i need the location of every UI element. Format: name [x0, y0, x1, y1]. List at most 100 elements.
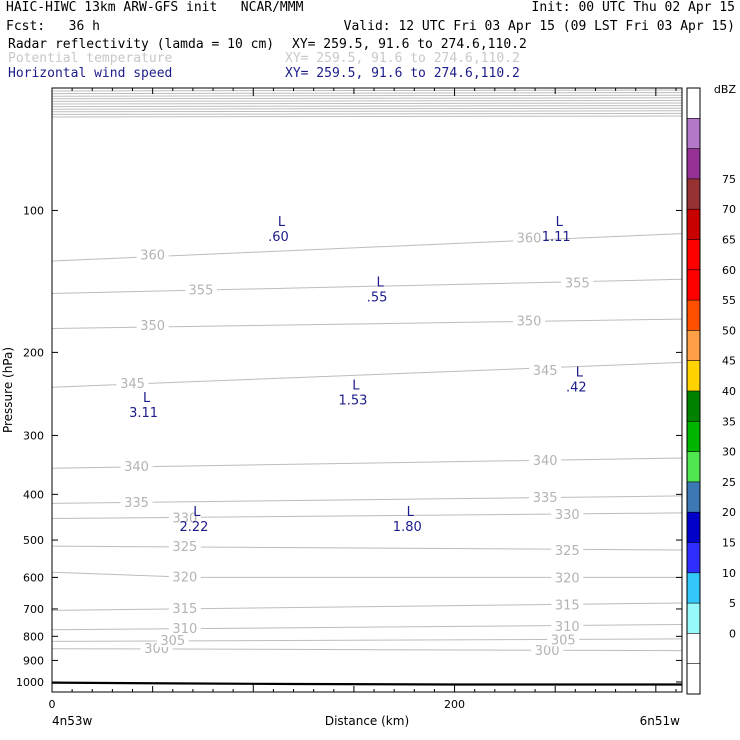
theta-label-bg [551, 596, 584, 612]
theta-label: 325 [555, 544, 580, 559]
terrain-line [51, 681, 682, 686]
colorbar-swatch [687, 542, 700, 574]
colorbar-swatch [687, 178, 700, 210]
wind-min-value: .60 [268, 230, 289, 245]
y-axis-label: Pressure (hPa) [1, 347, 15, 433]
colorbar-swatch [687, 209, 700, 240]
theta-label-bg [136, 246, 169, 262]
theta-label: 330 [172, 512, 197, 527]
theta-contour-405 [51, 110, 683, 113]
wind-min-marker: L [556, 215, 564, 230]
wind-min-value: .55 [367, 291, 388, 306]
colorbar-level-label: 70 [722, 203, 736, 216]
axes: 100 200 300 400 500 600 700 800 900 1000 0 200 [16, 88, 682, 711]
field-wind-xy: XY= 259.5, 91.6 to 274.6,110.2 [285, 66, 520, 81]
wind-min-value: 1.11 [542, 230, 571, 245]
theta-label-bg [551, 617, 584, 633]
colorbar-level-label: 10 [722, 567, 736, 580]
colorbar-swatch [687, 512, 700, 543]
theta-contour-335 [51, 495, 683, 504]
theta-contour-385 [51, 99, 683, 102]
plot-frame [51, 87, 683, 693]
colorbar-level-label: 15 [722, 537, 736, 550]
terrain [51, 681, 682, 686]
colorbar-swatch [687, 603, 700, 634]
theta-label-bg [168, 600, 201, 616]
theta-label: 305 [551, 633, 576, 648]
theta-contour-370 [51, 92, 683, 95]
theta-label: 355 [565, 276, 590, 291]
theta-label-bg [184, 281, 217, 297]
theta-contour-415 [51, 115, 683, 118]
wind-min-marker: L [352, 379, 360, 394]
valid-time: Valid: 12 UTC Fri 03 Apr 15 (09 LST Fri … [343, 19, 735, 34]
wind-min-marker: L [407, 505, 415, 520]
theta-label: 340 [533, 454, 558, 469]
theta-label: 350 [517, 314, 542, 329]
theta-label: 300 [535, 644, 560, 659]
colorbar-level-label: 45 [722, 355, 736, 368]
colorbar-level-label: 50 [722, 324, 736, 337]
theta-contour-340 [51, 457, 683, 469]
y-tick-label: 300 [23, 429, 44, 442]
theta-contour-400 [51, 107, 683, 110]
colorbar-level-label: 40 [722, 385, 736, 398]
y-tick-label: 500 [23, 534, 44, 547]
wind-min-value: .42 [566, 381, 587, 396]
theta-label: 320 [555, 571, 580, 586]
theta-label: 355 [189, 283, 214, 298]
theta-label-bg [529, 451, 562, 467]
theta-label: 345 [533, 364, 558, 379]
theta-contour-375 [51, 94, 683, 97]
right-endpoint-label: 6n51w [640, 714, 681, 728]
wind-min-marker: L [193, 505, 201, 520]
field-theta-name: Potential temperature [8, 51, 173, 66]
colorbar-swatch [687, 663, 700, 695]
theta-label-bg [136, 317, 169, 333]
colorbar-swatch [687, 88, 700, 119]
colorbar-swatch [687, 148, 700, 180]
theta-label-bg [551, 569, 584, 585]
wind-min-value: 1.80 [393, 520, 422, 535]
colorbar-level-label: 60 [722, 264, 736, 277]
colorbar-swatch [687, 300, 700, 331]
colorbar-level-label: 65 [722, 234, 736, 247]
colorbar-swatch [687, 360, 700, 392]
y-tick-label: 400 [23, 488, 44, 501]
field-theta-xy: XY= 259.5, 91.6 to 274.6,110.2 [285, 51, 520, 66]
theta-label: 310 [555, 620, 580, 635]
theta-label-bg [529, 362, 562, 378]
theta-label: 330 [555, 508, 580, 523]
colorbar-swatch [687, 239, 700, 271]
theta-label: 310 [172, 622, 197, 637]
colorbar-swatch [687, 481, 700, 513]
wind-min-value: 1.53 [338, 394, 367, 409]
theta-label-bg [529, 488, 562, 504]
theta-label: 320 [172, 571, 197, 586]
colorbar-level-label: 5 [729, 597, 736, 610]
theta-label-bg [551, 542, 584, 558]
theta-label: 325 [172, 540, 197, 555]
y-tick-label: 200 [23, 346, 44, 359]
left-endpoint-label: 4n53w [52, 714, 93, 728]
colorbar-swatch [687, 391, 700, 422]
theta-label: 305 [160, 634, 185, 649]
wind-min-marker: L [143, 391, 151, 406]
theta-label: 360 [140, 248, 165, 263]
colorbar-unit: dBZ [714, 83, 737, 96]
dbz-colorbar: 0 5 10 15 20 25 30 35 40 45 50 55 60 65 70 75 dBZ [686, 83, 737, 695]
colorbar-swatch [687, 572, 700, 604]
upper-theta-contours [51, 89, 683, 118]
x-tick-label: 0 [49, 698, 56, 711]
theta-label: 350 [140, 319, 165, 334]
colorbar-swatch [687, 633, 700, 665]
theta-label-bg [551, 505, 584, 521]
theta-contour-315 [51, 602, 683, 611]
theta-label: 345 [120, 377, 145, 392]
forecast-hour: Fcst: 36 h [6, 19, 100, 34]
theta-label-bg [561, 274, 594, 290]
theta-label-bg [513, 312, 546, 328]
theta-label-bg [168, 568, 201, 584]
